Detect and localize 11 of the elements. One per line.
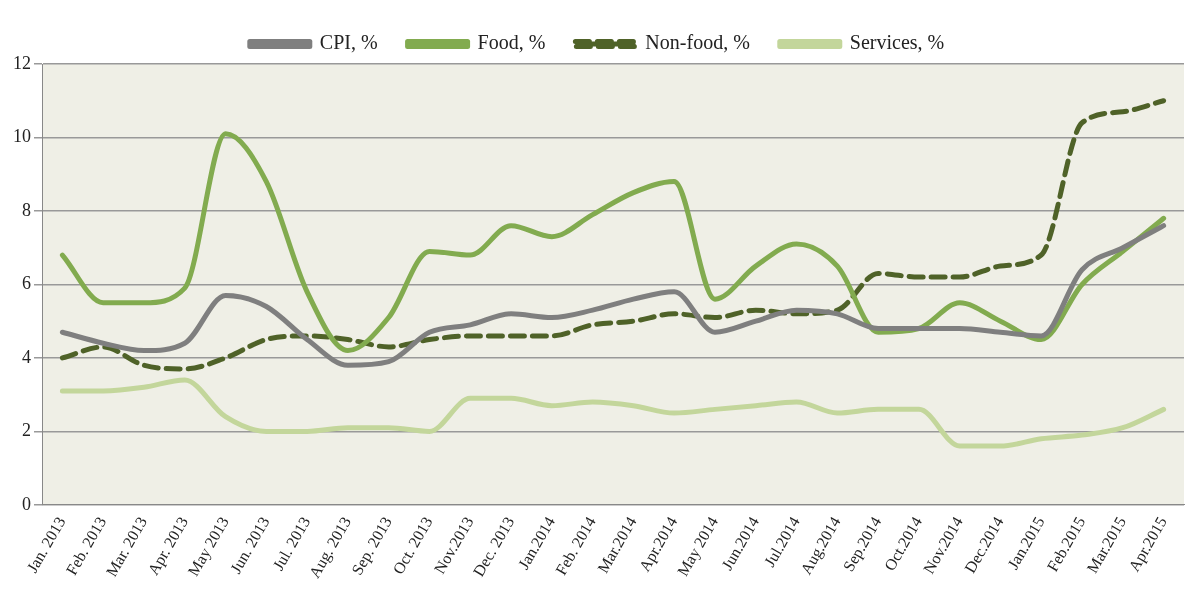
y-tick-label: 10 <box>13 126 31 147</box>
y-tick-label: 0 <box>22 493 31 514</box>
legend-label: CPI, % <box>319 31 378 54</box>
y-tick-label: 6 <box>22 273 31 294</box>
legend-label: Non-food, % <box>645 31 750 54</box>
legend-label: Food, % <box>477 31 546 54</box>
y-tick-label: 8 <box>22 199 31 220</box>
legend-label: Services, % <box>849 31 945 54</box>
y-tick-label: 4 <box>22 346 31 367</box>
y-tick-label: 12 <box>13 52 31 73</box>
y-tick-label: 2 <box>22 420 31 441</box>
